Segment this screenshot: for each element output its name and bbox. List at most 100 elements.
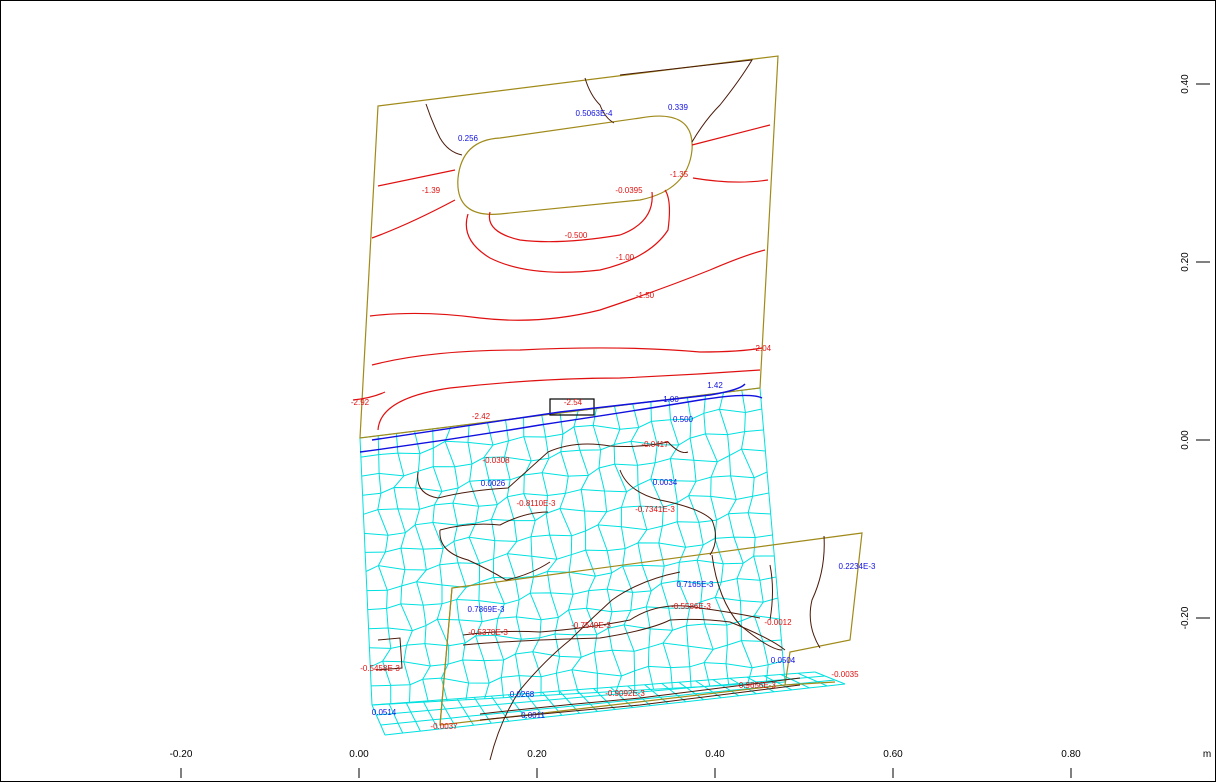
- slab-col-line: [405, 702, 421, 732]
- mesh-row-line: [371, 660, 784, 687]
- mesh-neg-label: -0.0035: [831, 670, 859, 679]
- mesh-neg-label: -0.5378E-3: [468, 628, 508, 637]
- slab-col-line: [627, 685, 651, 706]
- upper-neg-label: -2.54: [564, 398, 583, 407]
- upper-neg-label: -1.50: [636, 291, 655, 300]
- mesh-pos-label: 0.0011: [521, 711, 545, 720]
- mesh-col-line: [613, 406, 636, 691]
- mesh-pos-label: 0.0268: [510, 690, 535, 699]
- mesh-col-line: [703, 394, 730, 686]
- upper-pos-label: 0.256: [458, 134, 479, 143]
- zero-contours: [375, 59, 825, 761]
- mesh-pos-label: 0.0504: [771, 656, 796, 665]
- mesh-col-line: [523, 417, 542, 696]
- slab-col-line: [610, 686, 634, 708]
- mesh-neg-label: -0.0012: [764, 618, 792, 627]
- mesh-col-line: [740, 390, 769, 684]
- upper-pos-label: 0.5063E-4: [576, 109, 613, 118]
- mesh-col-line: [630, 403, 655, 690]
- mesh-col-line: [444, 426, 470, 700]
- mesh-row-line: [365, 512, 771, 553]
- highlight-box: [549, 398, 595, 416]
- contour-labels: 0.5063E-4 0.339 0.256 -1.39 -0.0395 -1.35 -0.5…: [351, 103, 876, 731]
- slab-col-line: [797, 672, 828, 687]
- slab-col-line: [422, 700, 439, 730]
- right-region-bottom: [784, 681, 836, 686]
- upper-neg-label: -2.04: [753, 344, 772, 353]
- upper-neg-label: -2.92: [351, 398, 370, 407]
- mesh-pos-label: 1.00: [663, 395, 679, 404]
- mesh-neg-label: -0.7341E-3: [635, 505, 675, 514]
- mesh-pos-label: 0.2234E-3: [839, 562, 876, 571]
- x-tick-label: 0.40: [705, 749, 725, 760]
- mesh-col-line: [393, 433, 413, 703]
- x-axis-labels: -0.20 0.00 0.20 0.40 0.60 0.80 m: [170, 749, 1212, 760]
- negative-contours: [352, 124, 771, 431]
- slab-col-line: [371, 704, 386, 736]
- upper-pos-label: 0.339: [668, 103, 689, 112]
- mesh-col-line: [592, 408, 623, 692]
- x-tick-label: 0.00: [349, 749, 369, 760]
- mesh-pos-label: 1.42: [707, 381, 723, 390]
- x-tick-label: 0.20: [527, 749, 547, 760]
- upper-neg-label: -1.00: [616, 253, 635, 262]
- slab-col-line: [814, 671, 846, 685]
- mesh-col-line: [541, 415, 561, 695]
- mesh-col-line: [503, 419, 523, 697]
- mesh-pos-label: 0.0034: [653, 478, 678, 487]
- mesh-col-line: [650, 401, 674, 689]
- mesh-pos-label: 0.500: [673, 415, 694, 424]
- upper-neg-label: -2.42: [472, 412, 491, 421]
- slab-col-line: [661, 683, 687, 703]
- mesh-col-line: [759, 387, 786, 683]
- mesh-pos-label: 0.7165E-3: [677, 580, 714, 589]
- positive-contours: [359, 383, 763, 453]
- slab-col-line: [576, 689, 598, 712]
- mesh-col-line: [432, 428, 450, 701]
- mesh-neg-label: -0.0037: [430, 722, 458, 731]
- y-tick-label: 0.40: [1180, 74, 1191, 94]
- y-tick-label: 0.20: [1180, 252, 1191, 272]
- mesh-row-line: [367, 576, 777, 611]
- slab-col-line: [746, 676, 775, 693]
- mesh-col-line: [467, 424, 490, 699]
- mesh-col-line: [686, 397, 714, 687]
- mesh-neg-label: -0.0308: [482, 456, 510, 465]
- mesh-col-line: [483, 421, 505, 698]
- mesh-row-line: [362, 448, 766, 496]
- upper-neg-label: -0.0395: [615, 186, 643, 195]
- mesh-pos-label: 0.7869E-3: [468, 605, 505, 614]
- upper-neg-label: -0.500: [565, 231, 588, 240]
- x-axis-ticks: [180, 768, 1072, 778]
- slab-col-line: [593, 688, 616, 710]
- y-axis-ticks: [1196, 83, 1210, 619]
- x-tick-label: 0.60: [883, 749, 903, 760]
- mesh-pos-label: 0.0026: [481, 479, 506, 488]
- mesh-row-line: [364, 492, 769, 536]
- slab-col-line: [678, 681, 704, 701]
- x-tick-label: 0.80: [1061, 749, 1081, 760]
- x-tick-label: -0.20: [170, 749, 193, 760]
- geometry-outlines: [359, 55, 863, 726]
- slab-col-line: [644, 684, 669, 704]
- mesh-col-line: [377, 435, 392, 705]
- upper-neg-label: -1.35: [670, 170, 689, 179]
- fe-mesh: [359, 387, 846, 736]
- right-region-edge: [439, 587, 453, 726]
- hole-outline: [457, 115, 693, 215]
- mesh-neg-label: -0.5586E-3: [671, 602, 711, 611]
- mesh-col-line: [573, 410, 598, 693]
- slab-col-line: [388, 703, 404, 734]
- slab-col-line: [763, 675, 793, 691]
- mesh-col-line: [559, 412, 582, 694]
- y-axis-labels: 0.40 0.20 0.00 -0.20: [1180, 74, 1191, 630]
- y-tick-label: -0.20: [1180, 606, 1191, 629]
- mesh-col-line: [718, 392, 753, 685]
- mesh-neg-label: -0.9656E-3: [736, 681, 776, 690]
- y-tick-label: 0.00: [1180, 430, 1191, 450]
- mesh-neg-label: -0.8110E-3: [517, 499, 557, 508]
- upper-neg-label: -1.39: [422, 186, 441, 195]
- mesh-neg-label: -0.9092E-3: [605, 689, 645, 698]
- mesh-neg-label: -0.0417: [641, 440, 669, 449]
